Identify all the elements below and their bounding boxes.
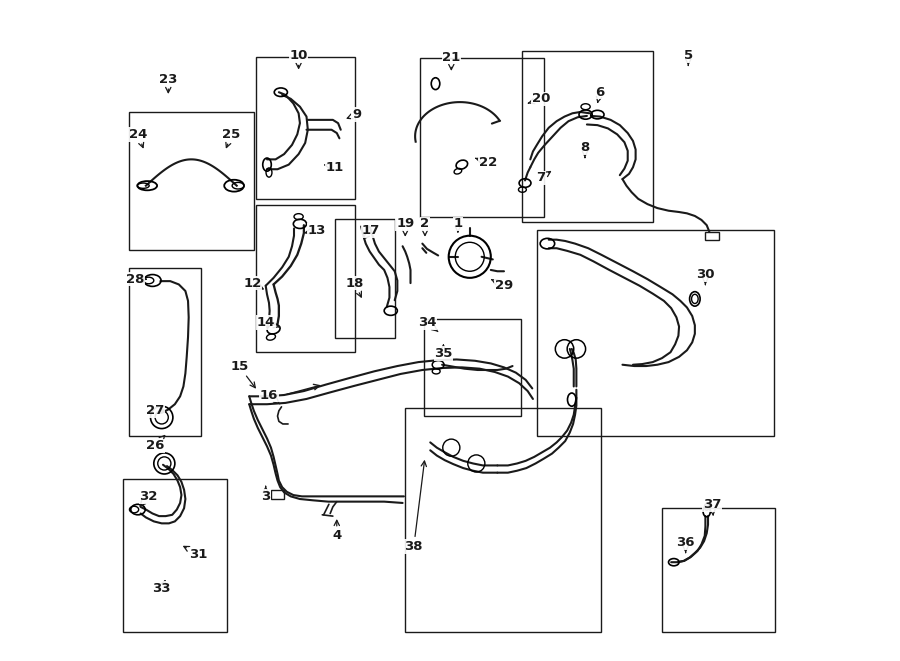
Bar (522, 51, 652, 222)
Text: 5: 5 (684, 49, 693, 65)
Text: 29: 29 (491, 279, 513, 292)
Text: 11: 11 (325, 161, 344, 174)
Text: 7: 7 (536, 171, 551, 184)
Text: 35: 35 (434, 345, 453, 360)
Text: 21: 21 (442, 51, 461, 69)
Text: 2: 2 (420, 217, 429, 235)
Text: 31: 31 (184, 547, 208, 561)
Text: 19: 19 (396, 217, 414, 235)
Text: 14: 14 (256, 316, 279, 329)
Text: 24: 24 (129, 128, 148, 147)
Bar (420, 58, 544, 217)
Text: 38: 38 (404, 461, 427, 553)
Text: 12: 12 (243, 276, 263, 290)
Text: 34: 34 (418, 316, 437, 332)
Bar (256, 58, 355, 199)
Text: 22: 22 (476, 156, 498, 169)
Bar (662, 508, 775, 632)
Text: 23: 23 (159, 73, 177, 93)
Text: 16: 16 (260, 389, 280, 404)
Bar (129, 112, 254, 251)
Bar (271, 490, 284, 499)
Text: 36: 36 (677, 536, 695, 553)
Text: 15: 15 (230, 360, 256, 388)
Text: 20: 20 (528, 93, 550, 105)
Text: 13: 13 (305, 224, 326, 237)
Bar (256, 206, 355, 352)
Text: 8: 8 (580, 141, 590, 157)
Text: 32: 32 (140, 490, 158, 506)
Text: 28: 28 (126, 272, 146, 286)
Bar (424, 319, 521, 416)
Bar (335, 219, 395, 338)
Text: 3: 3 (261, 486, 270, 503)
Text: 27: 27 (146, 405, 166, 417)
Bar (537, 231, 774, 436)
Text: 1: 1 (454, 217, 463, 232)
Text: 18: 18 (346, 276, 364, 297)
Text: 26: 26 (146, 436, 165, 452)
Text: 37: 37 (703, 498, 721, 515)
Text: 6: 6 (596, 86, 605, 102)
Text: 10: 10 (290, 49, 308, 68)
Bar (706, 232, 718, 240)
Text: 17: 17 (362, 224, 380, 239)
Text: 33: 33 (152, 580, 171, 595)
Bar (405, 408, 601, 632)
Bar (129, 268, 202, 436)
Bar (123, 479, 227, 632)
Text: 4: 4 (332, 520, 341, 543)
Text: 25: 25 (222, 128, 240, 147)
Text: 9: 9 (347, 108, 361, 121)
Text: 30: 30 (696, 268, 715, 284)
